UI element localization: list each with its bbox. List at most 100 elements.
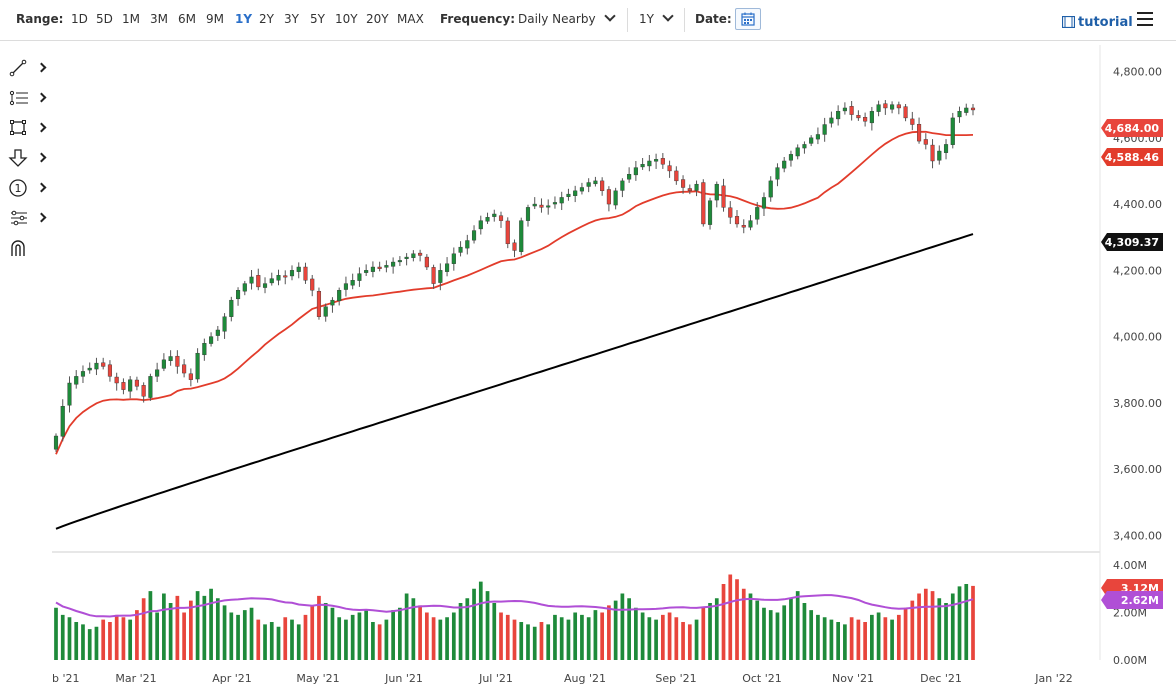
candle-body [707, 200, 713, 225]
candle-body [943, 144, 949, 153]
candle-body [370, 266, 375, 272]
price-tick-label: 4,000.00 [1113, 331, 1162, 344]
last-price-badge-shape [1101, 119, 1163, 137]
volume-bar [795, 591, 800, 660]
range-2y[interactable]: 2Y [259, 12, 274, 26]
volume-bar [735, 579, 739, 660]
price-tick-label: 3,400.00 [1113, 529, 1162, 542]
volume-bar [937, 598, 942, 660]
volume-bar [708, 603, 712, 660]
candle-body [849, 106, 854, 115]
volume-bar [660, 614, 665, 660]
volume-bar [296, 624, 301, 660]
volume-bar [188, 600, 193, 660]
range-9m[interactable]: 9M [206, 12, 224, 26]
line-tool[interactable] [8, 58, 48, 80]
calendar-icon [741, 12, 755, 26]
range-6m[interactable]: 6M [178, 12, 196, 26]
ma200-line [55, 233, 974, 530]
price-tick-label: 4,200.00 [1113, 264, 1162, 277]
range-10y[interactable]: 10Y [335, 12, 358, 26]
volume-bar [505, 614, 510, 660]
volume-bar [418, 605, 422, 660]
candle-body [903, 106, 908, 119]
annotation-tool[interactable]: 1 [8, 178, 48, 200]
shape-tool[interactable] [8, 118, 48, 140]
volume-bar [350, 614, 355, 660]
candle-body [316, 291, 322, 317]
candle-body [910, 118, 915, 125]
price-tick-label: 4,800.00 [1113, 66, 1162, 79]
volume-bar [910, 600, 915, 660]
candle-body [498, 215, 504, 221]
volume-bar [627, 598, 631, 660]
volume-bar [465, 598, 470, 660]
range-1m[interactable]: 1M [122, 12, 140, 26]
volume-bar [870, 614, 874, 660]
range-5d[interactable]: 5D [96, 12, 113, 26]
range-3m[interactable]: 3M [150, 12, 168, 26]
volume-bar [607, 605, 611, 660]
range-5y[interactable]: 5Y [310, 12, 325, 26]
range-max[interactable]: MAX [397, 12, 424, 26]
menu-icon[interactable] [1137, 12, 1153, 26]
range-20y[interactable]: 20Y [366, 12, 389, 26]
period-dropdown[interactable]: 1Y [639, 10, 674, 26]
tutorial-link[interactable]: tutorial [1061, 14, 1133, 30]
candle-body [330, 299, 335, 306]
candle-body [856, 115, 861, 119]
frequency-label: Frequency: [440, 12, 516, 26]
magnet-icon [11, 240, 25, 256]
candle-body [512, 242, 517, 251]
volume-bar [553, 614, 557, 660]
volume-bar [269, 622, 274, 660]
magnet-tool[interactable] [8, 238, 48, 260]
volume-bar [195, 591, 200, 660]
frequency-dropdown[interactable]: Daily Nearby [518, 10, 616, 26]
candle-body [701, 182, 706, 225]
volume-bar [411, 598, 416, 660]
candle-body [627, 174, 632, 180]
candle-body [74, 376, 79, 385]
candle-body [721, 185, 726, 208]
volume-bar [222, 605, 227, 660]
candle-body [593, 180, 598, 185]
candle-body [842, 107, 847, 112]
range-1d[interactable]: 1D [71, 12, 88, 26]
last-price-badge: 4,684.00 [1101, 119, 1163, 137]
candle-body [600, 180, 605, 192]
candle-body [182, 364, 187, 374]
volume-bar [634, 607, 638, 660]
volume-bar [310, 605, 315, 660]
volume-tick-label: 4.00M [1113, 559, 1147, 572]
volume-bar [620, 593, 625, 660]
candle-body [728, 207, 733, 218]
candle-body [829, 117, 834, 124]
volume-bar [883, 617, 888, 660]
range-1y[interactable]: 1Y [235, 12, 253, 26]
candle-body [674, 170, 679, 182]
volume-bar [391, 610, 395, 660]
calendar-button[interactable] [735, 8, 761, 30]
measure-tool[interactable] [8, 208, 48, 230]
candle-body [202, 343, 207, 356]
volume-bar [944, 603, 948, 660]
candle-body [640, 164, 645, 168]
candle-body [654, 159, 659, 162]
fibonacci-tool[interactable] [8, 88, 48, 110]
candle-body [492, 213, 497, 217]
candle-body [128, 379, 133, 392]
arrow-tool[interactable] [8, 148, 48, 170]
range-3y[interactable]: 3Y [284, 12, 299, 26]
candle-body [822, 124, 827, 135]
volume-bar [532, 626, 537, 660]
volume-bar [748, 593, 753, 660]
date-axis-label: Jul '21 [478, 672, 513, 685]
candle-body [836, 111, 841, 120]
candle-body [229, 299, 234, 317]
candle-body [775, 167, 780, 180]
volume-bar [539, 622, 544, 660]
volume-bar [559, 617, 564, 660]
candle-body [269, 278, 274, 284]
